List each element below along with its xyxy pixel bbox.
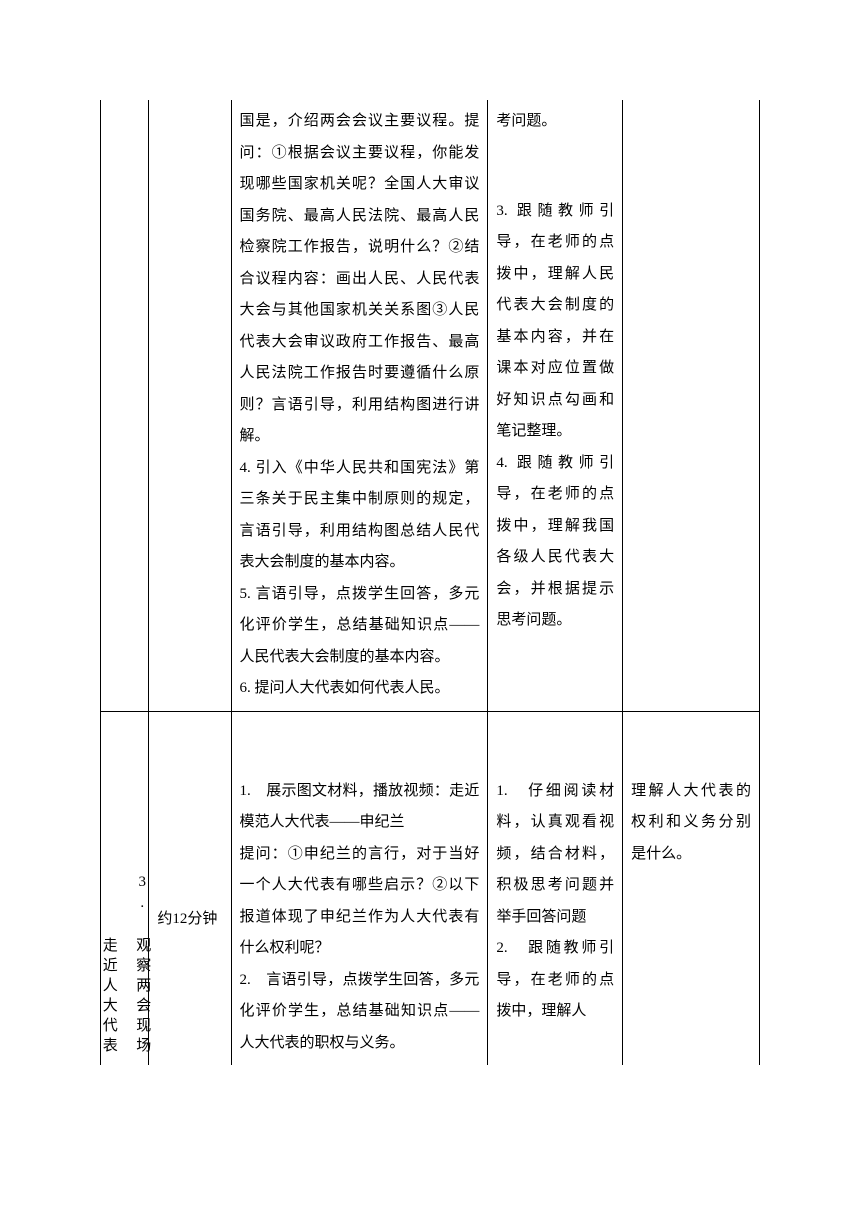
cell-objective: 理解人大代表的权利和义务分别是什么。 [623, 711, 760, 1065]
section-title-line2: 走近人大代表 [92, 937, 124, 1057]
teacher-text: 6. 提问人大代表如何代表人民。 [240, 673, 480, 705]
cell-student-activity: 考问题。 3. 跟随教师引导，在老师的点拨中，理解人民代表大会制度的基本内容，并… [488, 100, 623, 711]
spacer [631, 718, 751, 776]
table-row: 3. 观察两会现场 走近人大代表 约12分钟 1. 展示图文材料，播放视频：走近… [101, 711, 760, 1065]
spacer [240, 718, 480, 776]
cell-time: 约12分钟 [149, 711, 231, 1065]
student-text: 1. 仔细阅读材料，认真观看视频，结合材料，积极思考问题并举手回答问题 [496, 776, 614, 934]
student-text: 4. 跟随教师引导，在老师的点拨中，理解我国各级人民代表大会，并根据提示思考问题… [496, 448, 614, 637]
time-text: 约12分钟 [157, 911, 217, 927]
teacher-text: 2. 言语引导，点拨学生回答，多元化评价学生，总结基础知识点——人大代表的职权与… [240, 965, 480, 1060]
teacher-text: 1. 展示图文材料，播放视频：走近模范人大代表——申纪兰 [240, 776, 480, 839]
student-text: 3. 跟随教师引导，在老师的点拨中，理解人民代表大会制度的基本内容，并在课本对应… [496, 196, 614, 448]
teacher-text: 5. 言语引导，点拨学生回答，多元化评价学生，总结基础知识点——人民代表大会制度… [240, 579, 480, 674]
teacher-text: 国是，介绍两会会议主要议程。提问：①根据会议主要议程，你能发现哪些国家机关呢？全… [240, 106, 480, 453]
cell-teacher-activity: 国是，介绍两会会议主要议程。提问：①根据会议主要议程，你能发现哪些国家机关呢？全… [231, 100, 488, 711]
teacher-text: 提问：①申纪兰的言行，对于当好一个人大代表有哪些启示？②以下报道体现了申纪兰作为… [240, 839, 480, 965]
table-row: 国是，介绍两会会议主要议程。提问：①根据会议主要议程，你能发现哪些国家机关呢？全… [101, 100, 760, 711]
page: 国是，介绍两会会议主要议程。提问：①根据会议主要议程，你能发现哪些国家机关呢？全… [0, 0, 860, 1065]
teacher-text: 4. 引入《中华人民共和国宪法》第三条关于民主集中制原则的规定，言语引导，利用结… [240, 453, 480, 579]
spacer [496, 718, 614, 776]
cell-teacher-activity: 1. 展示图文材料，播放视频：走近模范人大代表——申纪兰 提问：①申纪兰的言行，… [231, 711, 488, 1065]
lesson-plan-table: 国是，介绍两会会议主要议程。提问：①根据会议主要议程，你能发现哪些国家机关呢？全… [100, 100, 760, 1065]
spacer [496, 138, 614, 196]
cell-objective [623, 100, 760, 711]
cell-student-activity: 1. 仔细阅读材料，认真观看视频，结合材料，积极思考问题并举手回答问题 2. 跟… [488, 711, 623, 1065]
section-title-line1: 3. 观察两会现场 [126, 874, 158, 1057]
cell-time [149, 100, 231, 711]
objective-text: 理解人大代表的权利和义务分别是什么。 [631, 776, 751, 871]
student-text: 考问题。 [496, 106, 614, 138]
cell-section-title: 3. 观察两会现场 走近人大代表 [101, 711, 149, 1065]
cell-section [101, 100, 149, 711]
section-title-wrap: 3. 观察两会现场 走近人大代表 [103, 874, 146, 1057]
student-text: 2. 跟随教师引导，在老师的点拨中，理解人 [496, 933, 614, 1028]
